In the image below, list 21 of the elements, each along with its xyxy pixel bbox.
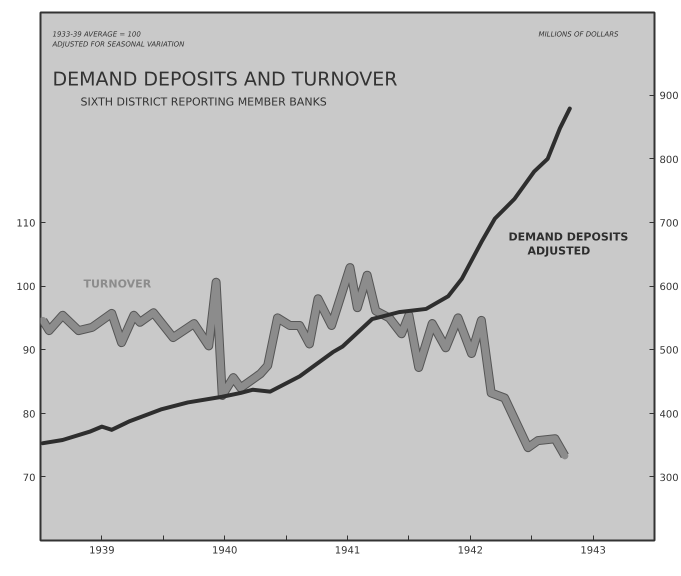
x-tick-label: 1941	[334, 546, 360, 556]
y2-tick-label: 700	[660, 218, 679, 230]
y2-tick-label: 900	[660, 91, 679, 102]
x-tick-label: 1942	[458, 546, 484, 556]
y2-tick-label: 800	[660, 154, 679, 166]
series-label: DEMAND DEPOSITS ADJUSTED	[508, 230, 628, 258]
text: SIXTH DISTRICT REPORTING MEMBER BANKS	[80, 96, 327, 108]
y2-tick-label: 600	[660, 282, 679, 294]
y-tick-label: 80	[22, 409, 36, 420]
text: DEMAND DEPOSITS AND TURNOVER	[52, 68, 398, 90]
x-tick-label: 1943	[580, 546, 606, 556]
y2-tick-label: 300	[660, 472, 679, 484]
y-tick-label: 110	[16, 218, 36, 230]
y2-tick-label: 400	[660, 409, 679, 420]
y-tick-label: 100	[16, 282, 36, 294]
y2-tick-label: 500	[660, 346, 679, 357]
x-tick-label: 1939	[89, 546, 115, 556]
x-tick-label: 1940	[212, 546, 238, 556]
y-tick-label: 90	[22, 346, 36, 357]
y-tick-label: 70	[22, 472, 36, 484]
text: TURNOVER	[84, 278, 152, 290]
